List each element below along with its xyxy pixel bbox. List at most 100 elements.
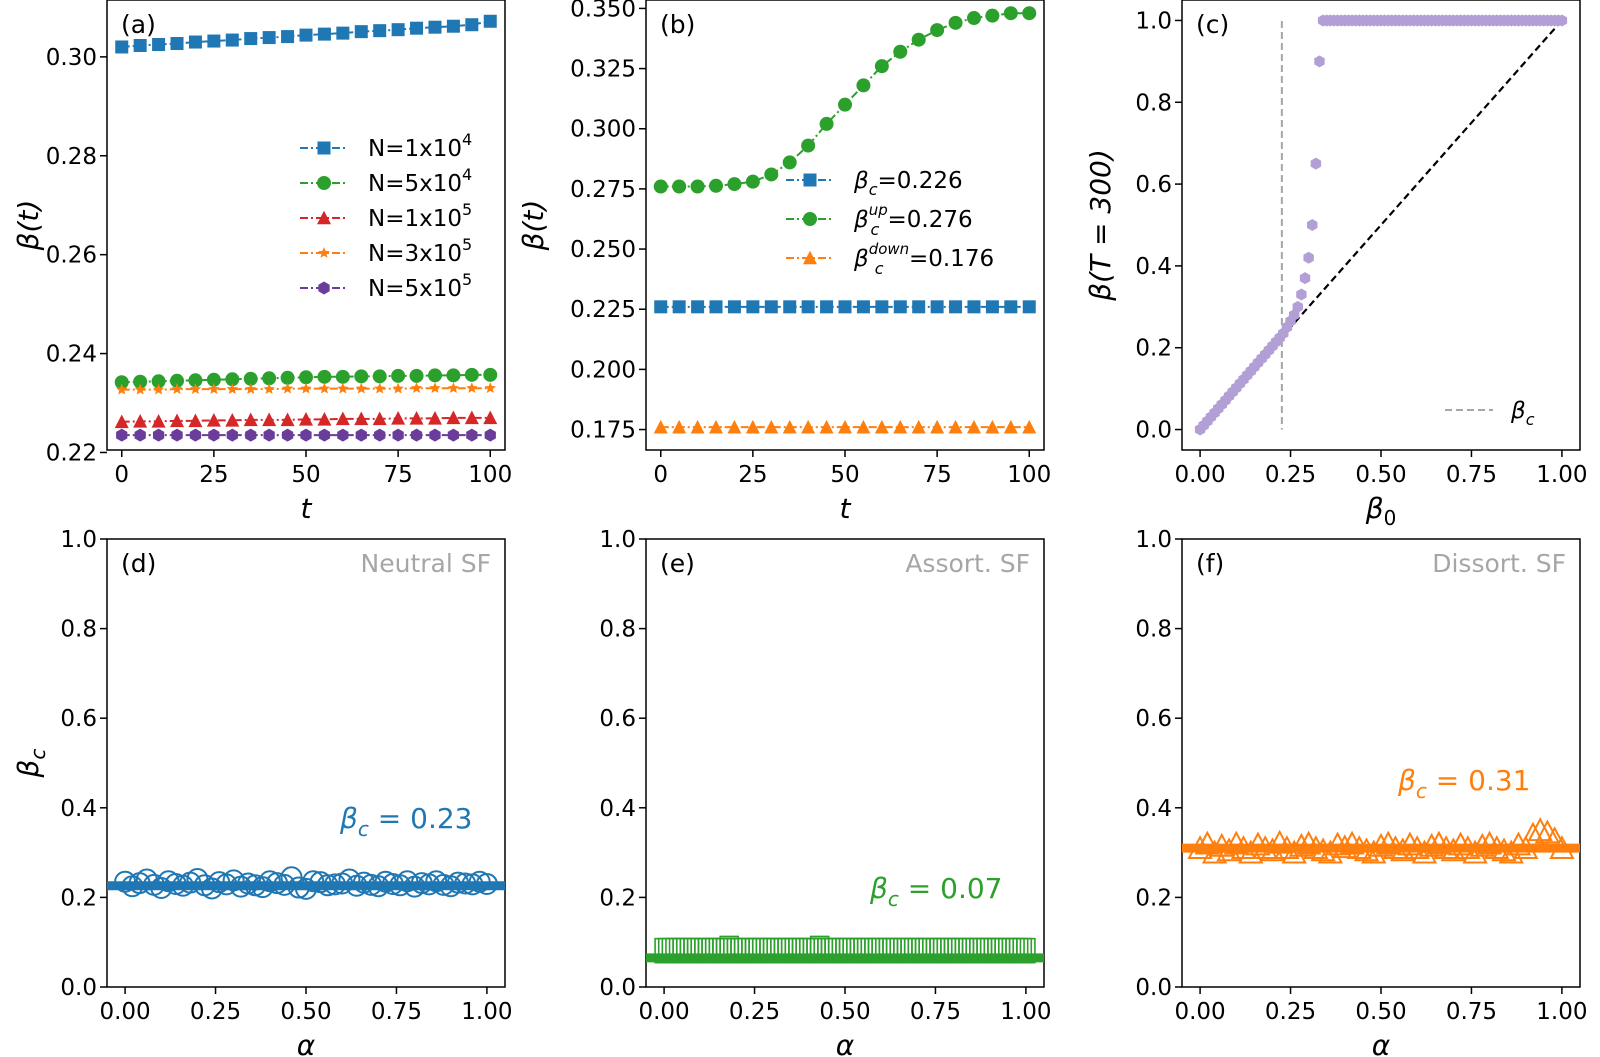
y-tick-label: 0.6 — [60, 706, 97, 732]
panel-c: 0.00 0.25 0.50 0.75 1.000.00.20.40.60.81.0β0… — [1084, 0, 1588, 530]
data-point — [281, 428, 294, 442]
y-tick-label: 0.6 — [599, 706, 636, 732]
data-point — [483, 14, 497, 28]
data-point — [134, 383, 146, 395]
x-tick-label: 0 — [653, 462, 668, 488]
x-tick-label: 1.00 — [1000, 999, 1051, 1025]
data-point — [1390, 837, 1416, 862]
data-point — [226, 383, 238, 395]
data-point — [200, 877, 223, 900]
data-point — [226, 428, 238, 442]
data-point — [116, 428, 128, 442]
data-point — [1476, 830, 1503, 855]
data-point — [672, 179, 687, 194]
data-point — [171, 428, 183, 442]
panel-a: 0 25 50 75 100 0.22 0.24 0.26 0.28 0.30 t β(t) (a) N=… — [12, 0, 512, 525]
data-point — [134, 428, 146, 442]
data-point — [392, 382, 404, 394]
x-tick-label: 0.50 — [819, 999, 870, 1025]
x-tick-label: 0.25 — [190, 999, 241, 1025]
x-tick-label: 0.75 — [1446, 999, 1497, 1025]
data-point — [300, 428, 312, 442]
data-point — [206, 413, 221, 427]
data-point — [245, 428, 257, 442]
data-point — [355, 382, 367, 394]
data-point — [427, 368, 442, 383]
data-point — [208, 383, 220, 395]
panel-label: (c) — [1196, 10, 1229, 39]
data-point — [374, 382, 386, 394]
legend-label: βdown c =0.176 — [853, 240, 994, 278]
data-point — [392, 428, 404, 442]
data-point — [335, 369, 350, 384]
annotation-symbol: β — [339, 802, 358, 835]
data-point — [225, 413, 240, 427]
data-point — [948, 15, 963, 30]
data-point — [1259, 837, 1286, 862]
legend-marker — [317, 176, 331, 190]
x-tick-label: 50 — [291, 462, 320, 488]
data-point — [299, 370, 313, 385]
data-point — [466, 382, 478, 394]
data-point — [354, 411, 369, 426]
panel-title: Assort. SF — [905, 549, 1030, 578]
data-point — [930, 23, 945, 38]
x-tick-label: 0.50 — [280, 999, 331, 1025]
y-tick-label: 0.300 — [570, 117, 636, 143]
x-tick-label: 25 — [738, 462, 767, 488]
legend-label-main: N=1x10 — [368, 206, 462, 232]
legend-label-main: N=3x10 — [368, 241, 462, 267]
legend-label-main: N=1x10 — [368, 136, 462, 162]
y-tick-label: 0.22 — [46, 440, 97, 466]
data-point — [746, 300, 760, 314]
data-point — [318, 428, 331, 442]
data-point — [838, 97, 852, 112]
data-point — [432, 873, 455, 896]
y-tick-label: 1.0 — [60, 527, 97, 553]
data-point — [188, 35, 202, 49]
legend-label: βc — [1510, 398, 1535, 429]
data-point — [302, 870, 325, 893]
x-tick-label: 0.25 — [1265, 999, 1316, 1025]
data-point — [316, 874, 339, 897]
annotation-sub: c — [358, 817, 369, 841]
panel-title: Neutral SF — [361, 549, 491, 578]
y-tick-label: 0.200 — [570, 357, 636, 383]
data-point — [475, 872, 498, 895]
data-point — [690, 179, 705, 194]
x-tick-label: 0.00 — [638, 999, 689, 1025]
data-point — [372, 369, 387, 384]
beta-c-annotation: βc = 0.23 — [339, 802, 472, 841]
data-point — [985, 419, 1000, 434]
legend-label-sub: c — [1526, 410, 1535, 429]
panel-d: 0.00 0.25 0.50 0.75 1.00 0.0 0.2 0.4 0.6 0.8 1.0 α β… — [12, 527, 513, 1057]
data-point — [1303, 251, 1314, 264]
x-axis-label: t — [840, 492, 852, 525]
data-point — [447, 382, 460, 394]
legend-marker — [318, 247, 330, 258]
data-point — [243, 371, 258, 386]
data-point — [1513, 835, 1539, 860]
data-point — [170, 373, 185, 388]
x-axis-label: α — [297, 1029, 316, 1057]
data-point — [745, 174, 760, 189]
data-point — [323, 873, 346, 896]
data-point — [188, 373, 203, 388]
beta-c-annotation: βc = 0.31 — [1397, 764, 1530, 803]
data-point — [381, 872, 404, 895]
y-tick-label: 0.350 — [570, 0, 636, 22]
data-point — [446, 410, 461, 425]
data-point — [410, 382, 423, 394]
legend-label-sub: c — [871, 220, 880, 239]
data-point — [1411, 839, 1438, 864]
y-tick-label: 0.325 — [570, 57, 636, 83]
x-axis-label-sub: 0 — [1384, 506, 1397, 530]
data-point — [727, 300, 741, 314]
legend-label-sup: 5 — [462, 200, 472, 219]
x-tick-label: 0.75 — [371, 999, 422, 1025]
data-point — [355, 428, 367, 442]
data-point — [801, 419, 816, 434]
data-point — [745, 419, 760, 434]
x-tick-label: 0.25 — [1265, 462, 1316, 488]
